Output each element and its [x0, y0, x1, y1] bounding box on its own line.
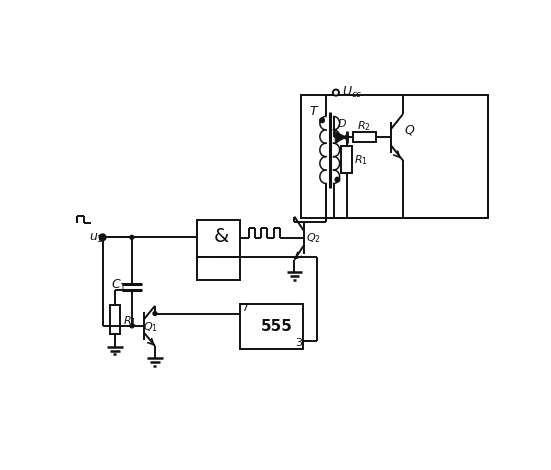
Text: $Q_1$: $Q_1$ — [143, 320, 158, 334]
Circle shape — [130, 235, 134, 239]
Text: $C_1$: $C_1$ — [111, 278, 127, 293]
Text: &: & — [214, 227, 229, 246]
Text: 555: 555 — [261, 319, 293, 334]
Text: $T$: $T$ — [309, 105, 320, 118]
Circle shape — [333, 89, 339, 96]
Text: $u_1$: $u_1$ — [89, 232, 104, 245]
Text: $R_2$: $R_2$ — [358, 119, 371, 133]
Circle shape — [130, 324, 134, 328]
Bar — [301, 95, 488, 218]
Circle shape — [153, 312, 157, 315]
Circle shape — [101, 235, 105, 239]
Text: $R_1$: $R_1$ — [123, 314, 137, 328]
Text: $R_1$: $R_1$ — [354, 153, 369, 167]
Bar — [353, 132, 376, 142]
Text: 7: 7 — [241, 303, 249, 313]
Polygon shape — [335, 132, 347, 143]
Bar — [197, 257, 240, 280]
Text: $D$: $D$ — [337, 117, 348, 129]
Circle shape — [100, 234, 106, 241]
Circle shape — [345, 135, 349, 139]
Text: $Q$: $Q$ — [404, 123, 415, 137]
Bar — [341, 147, 352, 173]
Circle shape — [320, 118, 325, 123]
Text: $U_{cc}$: $U_{cc}$ — [342, 85, 363, 100]
Bar — [197, 219, 240, 257]
Text: 3: 3 — [295, 338, 302, 348]
Text: $Q_2$: $Q_2$ — [306, 231, 321, 245]
Bar — [110, 305, 120, 334]
Circle shape — [335, 177, 340, 182]
Bar — [240, 305, 303, 349]
